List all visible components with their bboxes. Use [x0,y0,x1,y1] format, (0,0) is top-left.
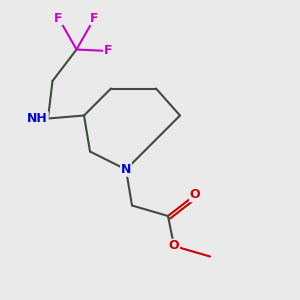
Text: NH: NH [27,112,48,125]
Text: N: N [121,163,131,176]
Text: F: F [54,11,63,25]
Text: F: F [104,44,112,58]
Text: O: O [190,188,200,202]
Text: O: O [169,239,179,253]
Text: F: F [90,11,99,25]
